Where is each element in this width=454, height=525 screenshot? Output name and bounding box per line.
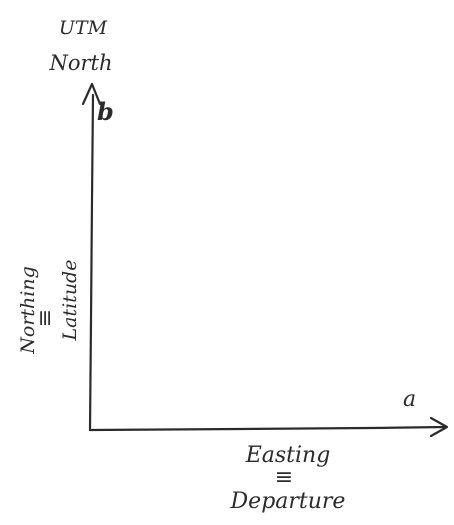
latitude-label: Latitude bbox=[59, 260, 81, 342]
northing-label: Northing bbox=[17, 266, 39, 355]
easting-label: Easting bbox=[245, 443, 331, 468]
vertical-axis bbox=[81, 82, 102, 432]
north-label: North bbox=[48, 51, 112, 75]
point-a-label: a bbox=[403, 387, 416, 412]
utm-label: UTM bbox=[59, 17, 108, 39]
northing-equiv-symbol: ≡ bbox=[33, 309, 58, 327]
point-b-label: b bbox=[97, 97, 114, 126]
horizontal-axis-arrowhead bbox=[429, 416, 449, 438]
easting-equiv-symbol: ≡ bbox=[275, 465, 293, 490]
vertical-axis-line bbox=[88, 93, 95, 432]
departure-label: Departure bbox=[230, 489, 346, 514]
horizontal-axis-line bbox=[88, 425, 448, 432]
horizontal-axis bbox=[88, 416, 449, 438]
vertical-axis-arrowhead bbox=[81, 82, 102, 106]
